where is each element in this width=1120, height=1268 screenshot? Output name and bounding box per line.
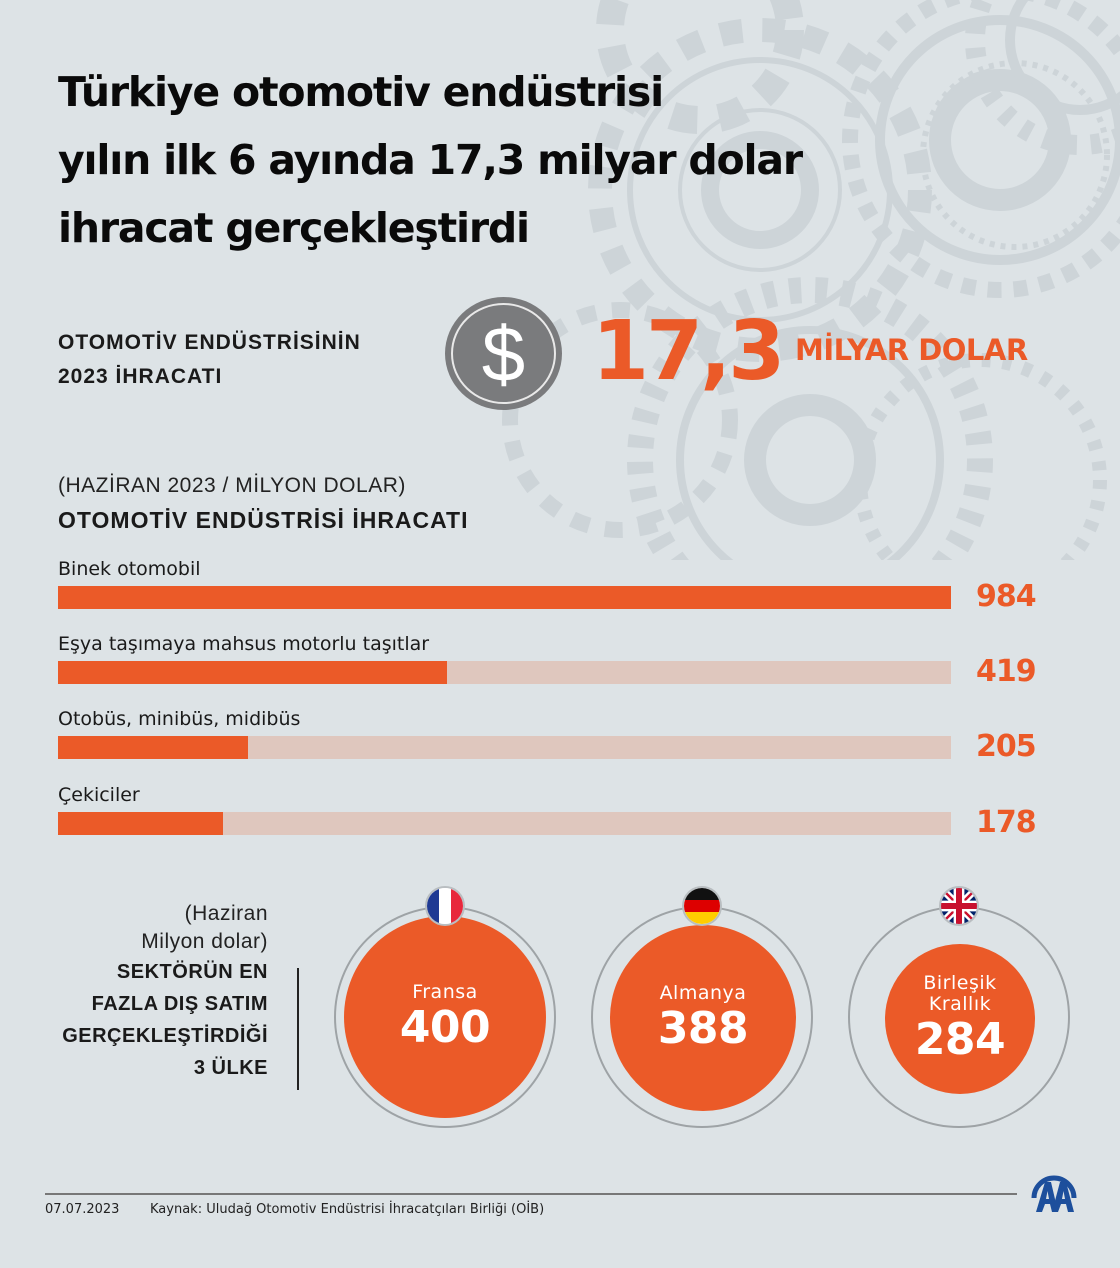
bar-row-otobus: Otobüs, minibüs, midibüs 205: [58, 707, 1058, 777]
germany-flag-icon: [682, 886, 722, 926]
countries-title-line-4: 3 ÜLKE: [193, 1057, 268, 1079]
kpi-label: OTOMOTİV ENDÜSTRİSİNİN 2023 İHRACATI: [58, 326, 361, 394]
bar-fill: [58, 736, 249, 759]
countries-title-line-1: SEKTÖRÜN EN: [116, 961, 268, 983]
country-card-almanya: Almanya 388: [591, 886, 813, 1128]
kpi-value: 17,3: [592, 304, 785, 399]
country-disc: Birleşik Krallık 284: [885, 944, 1035, 1094]
country-card-fransa: Fransa 400: [334, 886, 556, 1128]
footer-divider: [45, 1193, 1017, 1195]
kpi-label-line-2: 2023 İHRACATI: [58, 365, 223, 388]
bars-title: OTOMOTİV ENDÜSTRİSİ İHRACATI: [58, 507, 469, 533]
country-disc: Fransa 400: [344, 916, 546, 1118]
country-name: Fransa: [412, 980, 478, 1003]
uk-flag-icon: [939, 886, 979, 926]
country-value: 400: [399, 1001, 491, 1053]
countries-note-line-2: Milyon dolar): [141, 930, 268, 953]
bar-track: [58, 736, 951, 759]
vertical-divider: [297, 968, 299, 1090]
country-value: 388: [657, 1002, 749, 1054]
bar-value: 984: [976, 579, 1037, 614]
bar-track: [58, 812, 951, 835]
countries-note-line-1: (Haziran: [184, 902, 268, 925]
bar-label: Eşya taşımaya mahsus motorlu taşıtlar: [58, 633, 430, 655]
kpi-label-line-1: OTOMOTİV ENDÜSTRİSİNİN: [58, 331, 361, 354]
country-disc: Almanya 388: [610, 925, 796, 1111]
bar-fill: [58, 586, 951, 609]
bar-row-cekiciler: Çekiciler 178: [58, 783, 1058, 853]
aa-logo-icon: [1031, 1175, 1077, 1212]
bar-fill: [58, 812, 224, 835]
bar-fill: [58, 661, 448, 684]
title-line-1: Türkiye otomotiv endüstrisi: [58, 68, 664, 116]
dollar-coin-icon: $: [445, 297, 562, 410]
country-value: 284: [914, 1014, 1006, 1065]
countries-title-line-3: GERÇEKLEŞTİRDİĞİ: [62, 1025, 268, 1047]
bar-label: Çekiciler: [58, 784, 140, 806]
bar-row-esya: Eşya taşımaya mahsus motorlu taşıtlar 41…: [58, 632, 1058, 702]
country-card-birlesik-krallik: Birleşik Krallık 284: [848, 886, 1070, 1128]
bar-track: [58, 661, 951, 684]
bar-value: 419: [976, 654, 1037, 689]
bar-track: [58, 586, 951, 609]
kpi-unit: MİLYAR DOLAR: [795, 333, 1028, 367]
title-line-3: ihracat gerçekleştirdi: [58, 204, 530, 252]
bar-value: 205: [976, 729, 1037, 764]
countries-title: SEKTÖRÜN EN FAZLA DIŞ SATIM GERÇEKLEŞTİR…: [60, 956, 268, 1084]
france-flag-icon: [425, 886, 465, 926]
country-name: Birleşik Krallık: [923, 972, 997, 1015]
dollar-sign-icon: $: [481, 309, 526, 398]
bar-label: Binek otomobil: [58, 558, 201, 580]
bar-value: 178: [976, 805, 1037, 840]
footer-date: 07.07.2023: [45, 1202, 120, 1217]
countries-title-line-2: FAZLA DIŞ SATIM: [91, 993, 268, 1015]
countries-note: (Haziran Milyon dolar): [80, 900, 268, 956]
bar-label: Otobüs, minibüs, midibüs: [58, 708, 301, 730]
footer-source: Kaynak: Uludağ Otomotiv Endüstrisi İhrac…: [150, 1202, 545, 1217]
country-name: Almanya: [659, 981, 747, 1004]
page-title: Türkiye otomotiv endüstrisi yılın ilk 6 …: [58, 58, 1018, 262]
bar-row-binek: Binek otomobil 984: [58, 557, 1058, 627]
title-line-2: yılın ilk 6 ayında 17,3 milyar dolar: [58, 136, 803, 184]
bars-note: (HAZİRAN 2023 / MİLYON DOLAR): [58, 474, 406, 497]
